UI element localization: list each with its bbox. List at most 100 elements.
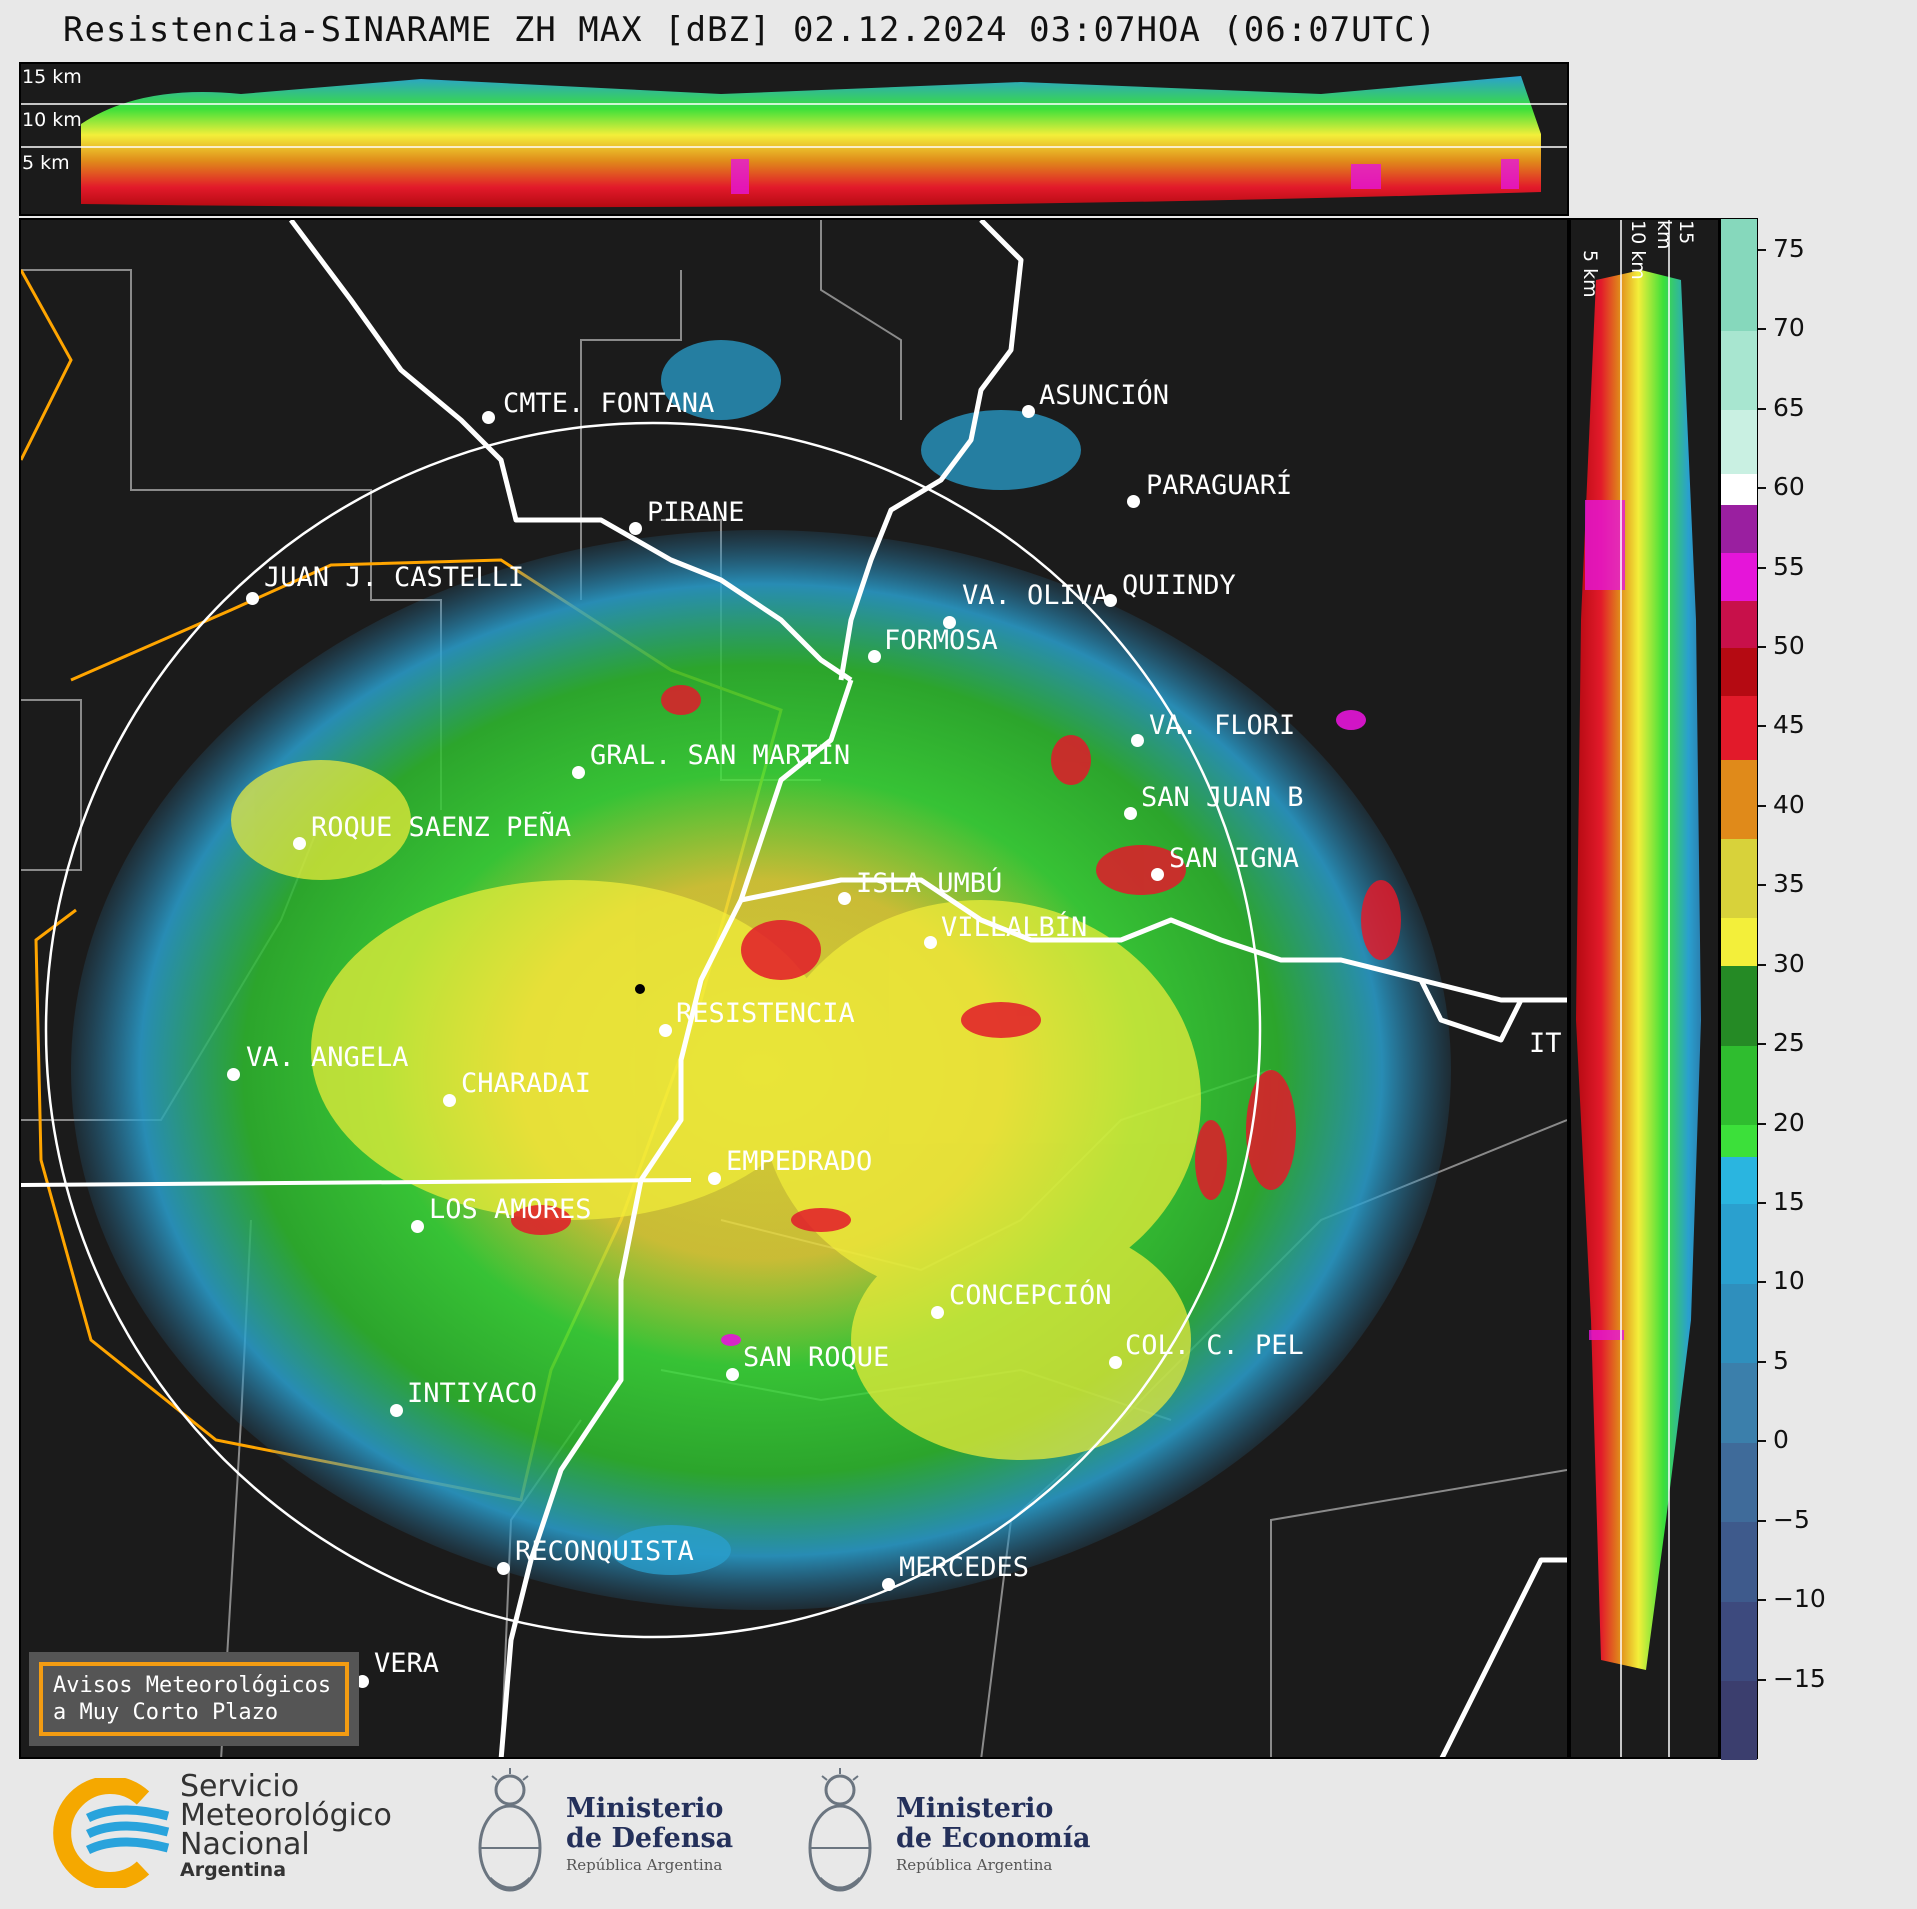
city-marker[interactable] <box>1109 1356 1122 1369</box>
colorbar-tick-label: −10 <box>1773 1584 1826 1614</box>
city-marker[interactable] <box>659 1024 672 1037</box>
city-marker[interactable] <box>931 1306 944 1319</box>
colorbar-segment <box>1721 473 1757 506</box>
colorbar-segment <box>1721 1442 1757 1523</box>
smn-logo-icon <box>53 1778 170 1888</box>
colorbar-tick-mark <box>1758 1599 1766 1602</box>
colorbar-tick-label: 55 <box>1773 551 1805 581</box>
colorbar-segment <box>1721 409 1757 474</box>
city-marker[interactable] <box>227 1068 240 1081</box>
city-marker[interactable] <box>1127 495 1140 508</box>
city-label-villalbin: VILLALBÍN <box>941 912 1088 943</box>
map-title: Resistencia-SINARAME ZH MAX [dBZ] 02.12.… <box>62 10 1438 50</box>
colorbar-segment <box>1721 695 1757 760</box>
colorbar-segment <box>1721 838 1757 919</box>
smn-line2: Meteorológico <box>180 1798 392 1833</box>
city-marker[interactable] <box>629 522 642 535</box>
city-label-pirane: PIRANE <box>647 497 745 528</box>
city-marker[interactable] <box>293 837 306 850</box>
colorbar-tick-label: 0 <box>1773 1425 1789 1455</box>
colorbar-tick-label: −15 <box>1773 1663 1826 1693</box>
defensa-line3: República Argentina <box>566 1856 723 1874</box>
colorbar-segment <box>1721 219 1757 331</box>
colorbar-tick-label: 20 <box>1773 1107 1805 1137</box>
city-marker[interactable] <box>482 411 495 424</box>
city-label-cmte-fontana: CMTE. FONTANA <box>503 388 715 419</box>
colorbar-tick-mark <box>1758 1360 1766 1363</box>
city-marker[interactable] <box>572 766 585 779</box>
avisos-line1: Avisos Meteorológicos <box>53 1673 332 1698</box>
city-label-san-igna: SAN IGNA <box>1169 843 1300 874</box>
colorbar-tick-label: 40 <box>1773 789 1805 819</box>
colorbar-tick-mark <box>1758 645 1766 648</box>
colorbar-segment <box>1721 647 1757 697</box>
city-label-juan-j-castelli: JUAN J. CASTELLI <box>264 562 525 593</box>
colorbar-tick-mark <box>1758 328 1766 331</box>
colorbar-segment <box>1721 1283 1757 1364</box>
city-label-isla-umbu: ISLA UMBÚ <box>856 868 1003 899</box>
radar-map[interactable]: CMTE. FONTANA ASUNCIÓN PARAGUARÍ PIRANE … <box>19 218 1569 1759</box>
city-marker[interactable] <box>443 1094 456 1107</box>
colorbar-segment <box>1721 600 1757 649</box>
colorbar-tick-mark <box>1758 1440 1766 1443</box>
dbz-colorbar <box>1720 218 1758 1761</box>
city-marker[interactable] <box>1131 734 1144 747</box>
colorbar-tick-mark <box>1758 1678 1766 1681</box>
city-marker[interactable] <box>882 1578 895 1591</box>
colorbar-segment <box>1721 330 1757 411</box>
colorbar-tick-mark <box>1758 963 1766 966</box>
city-label-va-oliva: VA. OLIVA <box>962 580 1109 611</box>
city-marker[interactable] <box>411 1220 424 1233</box>
colorbar-tick-mark <box>1758 1201 1766 1204</box>
city-marker[interactable] <box>708 1172 721 1185</box>
colorbar-tick-mark <box>1758 487 1766 490</box>
footer: Servicio Meteorológico Nacional Argentin… <box>0 1760 1917 1909</box>
city-marker[interactable] <box>868 650 881 663</box>
colorbar-tick-label: 75 <box>1773 233 1805 263</box>
city-label-col-c-pel: COL. C. PEL <box>1125 1330 1304 1361</box>
colorbar-segment <box>1721 1124 1757 1157</box>
city-marker[interactable] <box>1104 594 1117 607</box>
colorbar-tick-label: 5 <box>1773 1345 1789 1375</box>
colorbar-segment <box>1721 1156 1757 1205</box>
defensa-line2: de Defensa <box>566 1823 734 1854</box>
city-marker[interactable] <box>924 936 937 949</box>
city-label-gral-san-martin: GRAL. SAN MARTIN <box>590 740 851 771</box>
colorbar-tick-mark <box>1758 1519 1766 1522</box>
colorbar-tick-mark <box>1758 1281 1766 1284</box>
city-marker[interactable] <box>497 1562 510 1575</box>
city-label-paraguari: PARAGUARÍ <box>1146 470 1293 501</box>
city-label-va-flori: VA. FLORI <box>1149 710 1296 741</box>
city-label-resistencia: RESISTENCIA <box>676 998 855 1029</box>
city-label-san-roque: SAN ROQUE <box>743 1342 890 1373</box>
city-marker[interactable] <box>1151 868 1164 881</box>
city-marker[interactable] <box>356 1675 369 1688</box>
colorbar-tick-label: 70 <box>1773 313 1805 343</box>
colorbar-tick-mark <box>1758 407 1766 410</box>
economia-line1: Ministerio <box>896 1793 1054 1824</box>
city-marker[interactable] <box>1124 807 1137 820</box>
avisos-frame: Avisos Meteorológicos a Muy Corto Plazo <box>39 1662 349 1736</box>
city-label-va-angela: VA. ANGELA <box>246 1042 409 1073</box>
colorbar-tick-label: −5 <box>1773 1504 1810 1534</box>
city-marker[interactable] <box>726 1368 739 1381</box>
avisos-button[interactable]: Avisos Meteorológicos a Muy Corto Plazo <box>29 1652 359 1746</box>
colorbar-tick-label: 25 <box>1773 1028 1805 1058</box>
colorbar-tick-label: 65 <box>1773 392 1805 422</box>
city-marker[interactable] <box>943 616 956 629</box>
city-marker[interactable] <box>390 1404 403 1417</box>
colorbar-segment <box>1721 1362 1757 1443</box>
city-label-reconquista: RECONQUISTA <box>515 1536 694 1567</box>
city-marker[interactable] <box>246 592 259 605</box>
city-label-intiyaco: INTIYACO <box>407 1378 538 1409</box>
city-marker[interactable] <box>1022 405 1035 418</box>
argentina-shield-icon <box>478 1768 542 1892</box>
argentina-shield-icon <box>808 1768 872 1892</box>
city-label-quiindy: QUIINDY <box>1122 570 1236 601</box>
colorbar-tick-label: 15 <box>1773 1186 1805 1216</box>
city-marker[interactable] <box>838 892 851 905</box>
radar-map-graphic <box>21 220 1567 1757</box>
economia-logo-text: Ministerio de Economía República Argenti… <box>896 1794 1090 1876</box>
economia-line2: de Economía <box>896 1823 1091 1854</box>
right-profile-label-15km: 15 km <box>1653 220 1697 250</box>
